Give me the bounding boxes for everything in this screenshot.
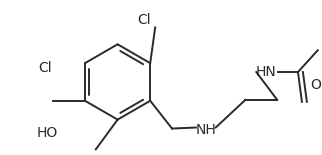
Text: Cl: Cl [39, 61, 52, 75]
Text: HN: HN [256, 65, 277, 79]
Text: O: O [310, 78, 321, 92]
Text: Cl: Cl [137, 13, 151, 27]
Text: HO: HO [37, 126, 58, 140]
Text: NH: NH [195, 122, 216, 137]
